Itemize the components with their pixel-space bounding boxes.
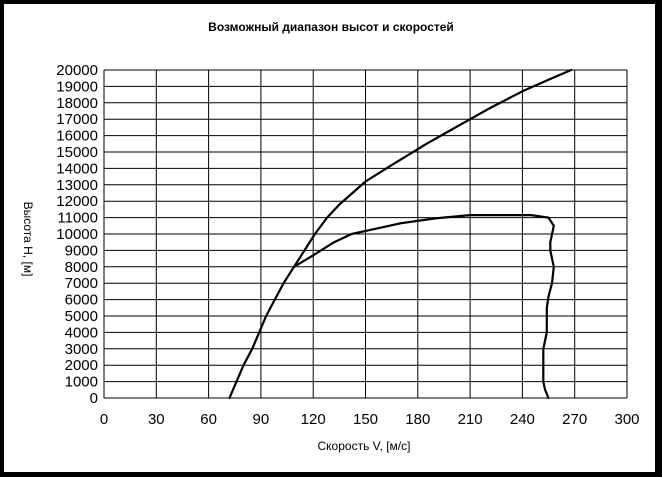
y-tick-label: 14000 bbox=[56, 160, 98, 177]
y-tick-label: 2000 bbox=[65, 357, 98, 374]
y-tick-label: 15000 bbox=[56, 144, 98, 161]
x-tick-label: 90 bbox=[253, 411, 270, 428]
series-line-2 bbox=[292, 214, 555, 400]
y-tick-label: 16000 bbox=[56, 128, 98, 145]
x-tick-label: 0 bbox=[100, 411, 108, 428]
series-line-1 bbox=[228, 68, 573, 400]
chart-svg: Возможный диапазон высот и скоростей 0 30… bbox=[21, 20, 640, 453]
y-tick-label: 10000 bbox=[56, 226, 98, 243]
y-tick-label: 9000 bbox=[65, 242, 98, 259]
y-tick-label: 4000 bbox=[65, 324, 98, 341]
y-tick-label: 12000 bbox=[56, 193, 98, 210]
grid bbox=[103, 69, 628, 399]
y-tick-label: 5000 bbox=[65, 308, 98, 325]
chart-title: Возможный диапазон высот и скоростей bbox=[208, 20, 454, 34]
x-tick-labels: 0 30 60 90 120 150 180 210 240 270 300 bbox=[100, 411, 640, 428]
chart-frame: Возможный диапазон высот и скоростей 0 30… bbox=[3, 3, 656, 473]
x-tick-label: 120 bbox=[301, 411, 326, 428]
x-tick-label: 300 bbox=[614, 411, 639, 428]
y-tick-label: 1000 bbox=[65, 374, 98, 391]
y-tick-label: 13000 bbox=[56, 177, 98, 194]
y-tick-label: 6000 bbox=[65, 292, 98, 309]
y-tick-labels: 0100020003000400050006000700080009000100… bbox=[56, 62, 98, 407]
series-group bbox=[228, 68, 573, 400]
y-tick-label: 3000 bbox=[65, 341, 98, 358]
y-tick-label: 8000 bbox=[65, 259, 98, 276]
x-tick-label: 240 bbox=[510, 411, 535, 428]
y-tick-label: 7000 bbox=[65, 275, 98, 292]
x-tick-label: 270 bbox=[562, 411, 587, 428]
y-tick-label: 20000 bbox=[56, 62, 98, 79]
y-tick-label: 11000 bbox=[57, 210, 98, 227]
x-tick-label: 210 bbox=[458, 411, 483, 428]
x-axis-label: Скорость V, [м/с] bbox=[318, 439, 411, 453]
x-tick-label: 60 bbox=[200, 411, 217, 428]
x-tick-label: 180 bbox=[405, 411, 430, 428]
x-tick-label: 30 bbox=[148, 411, 165, 428]
y-tick-label: 0 bbox=[90, 390, 98, 407]
x-tick-label: 150 bbox=[353, 411, 378, 428]
y-tick-label: 19000 bbox=[56, 78, 98, 95]
y-axis-label: Высота H, [м] bbox=[21, 202, 35, 277]
y-tick-label: 17000 bbox=[56, 111, 98, 128]
y-tick-label: 18000 bbox=[56, 95, 98, 112]
